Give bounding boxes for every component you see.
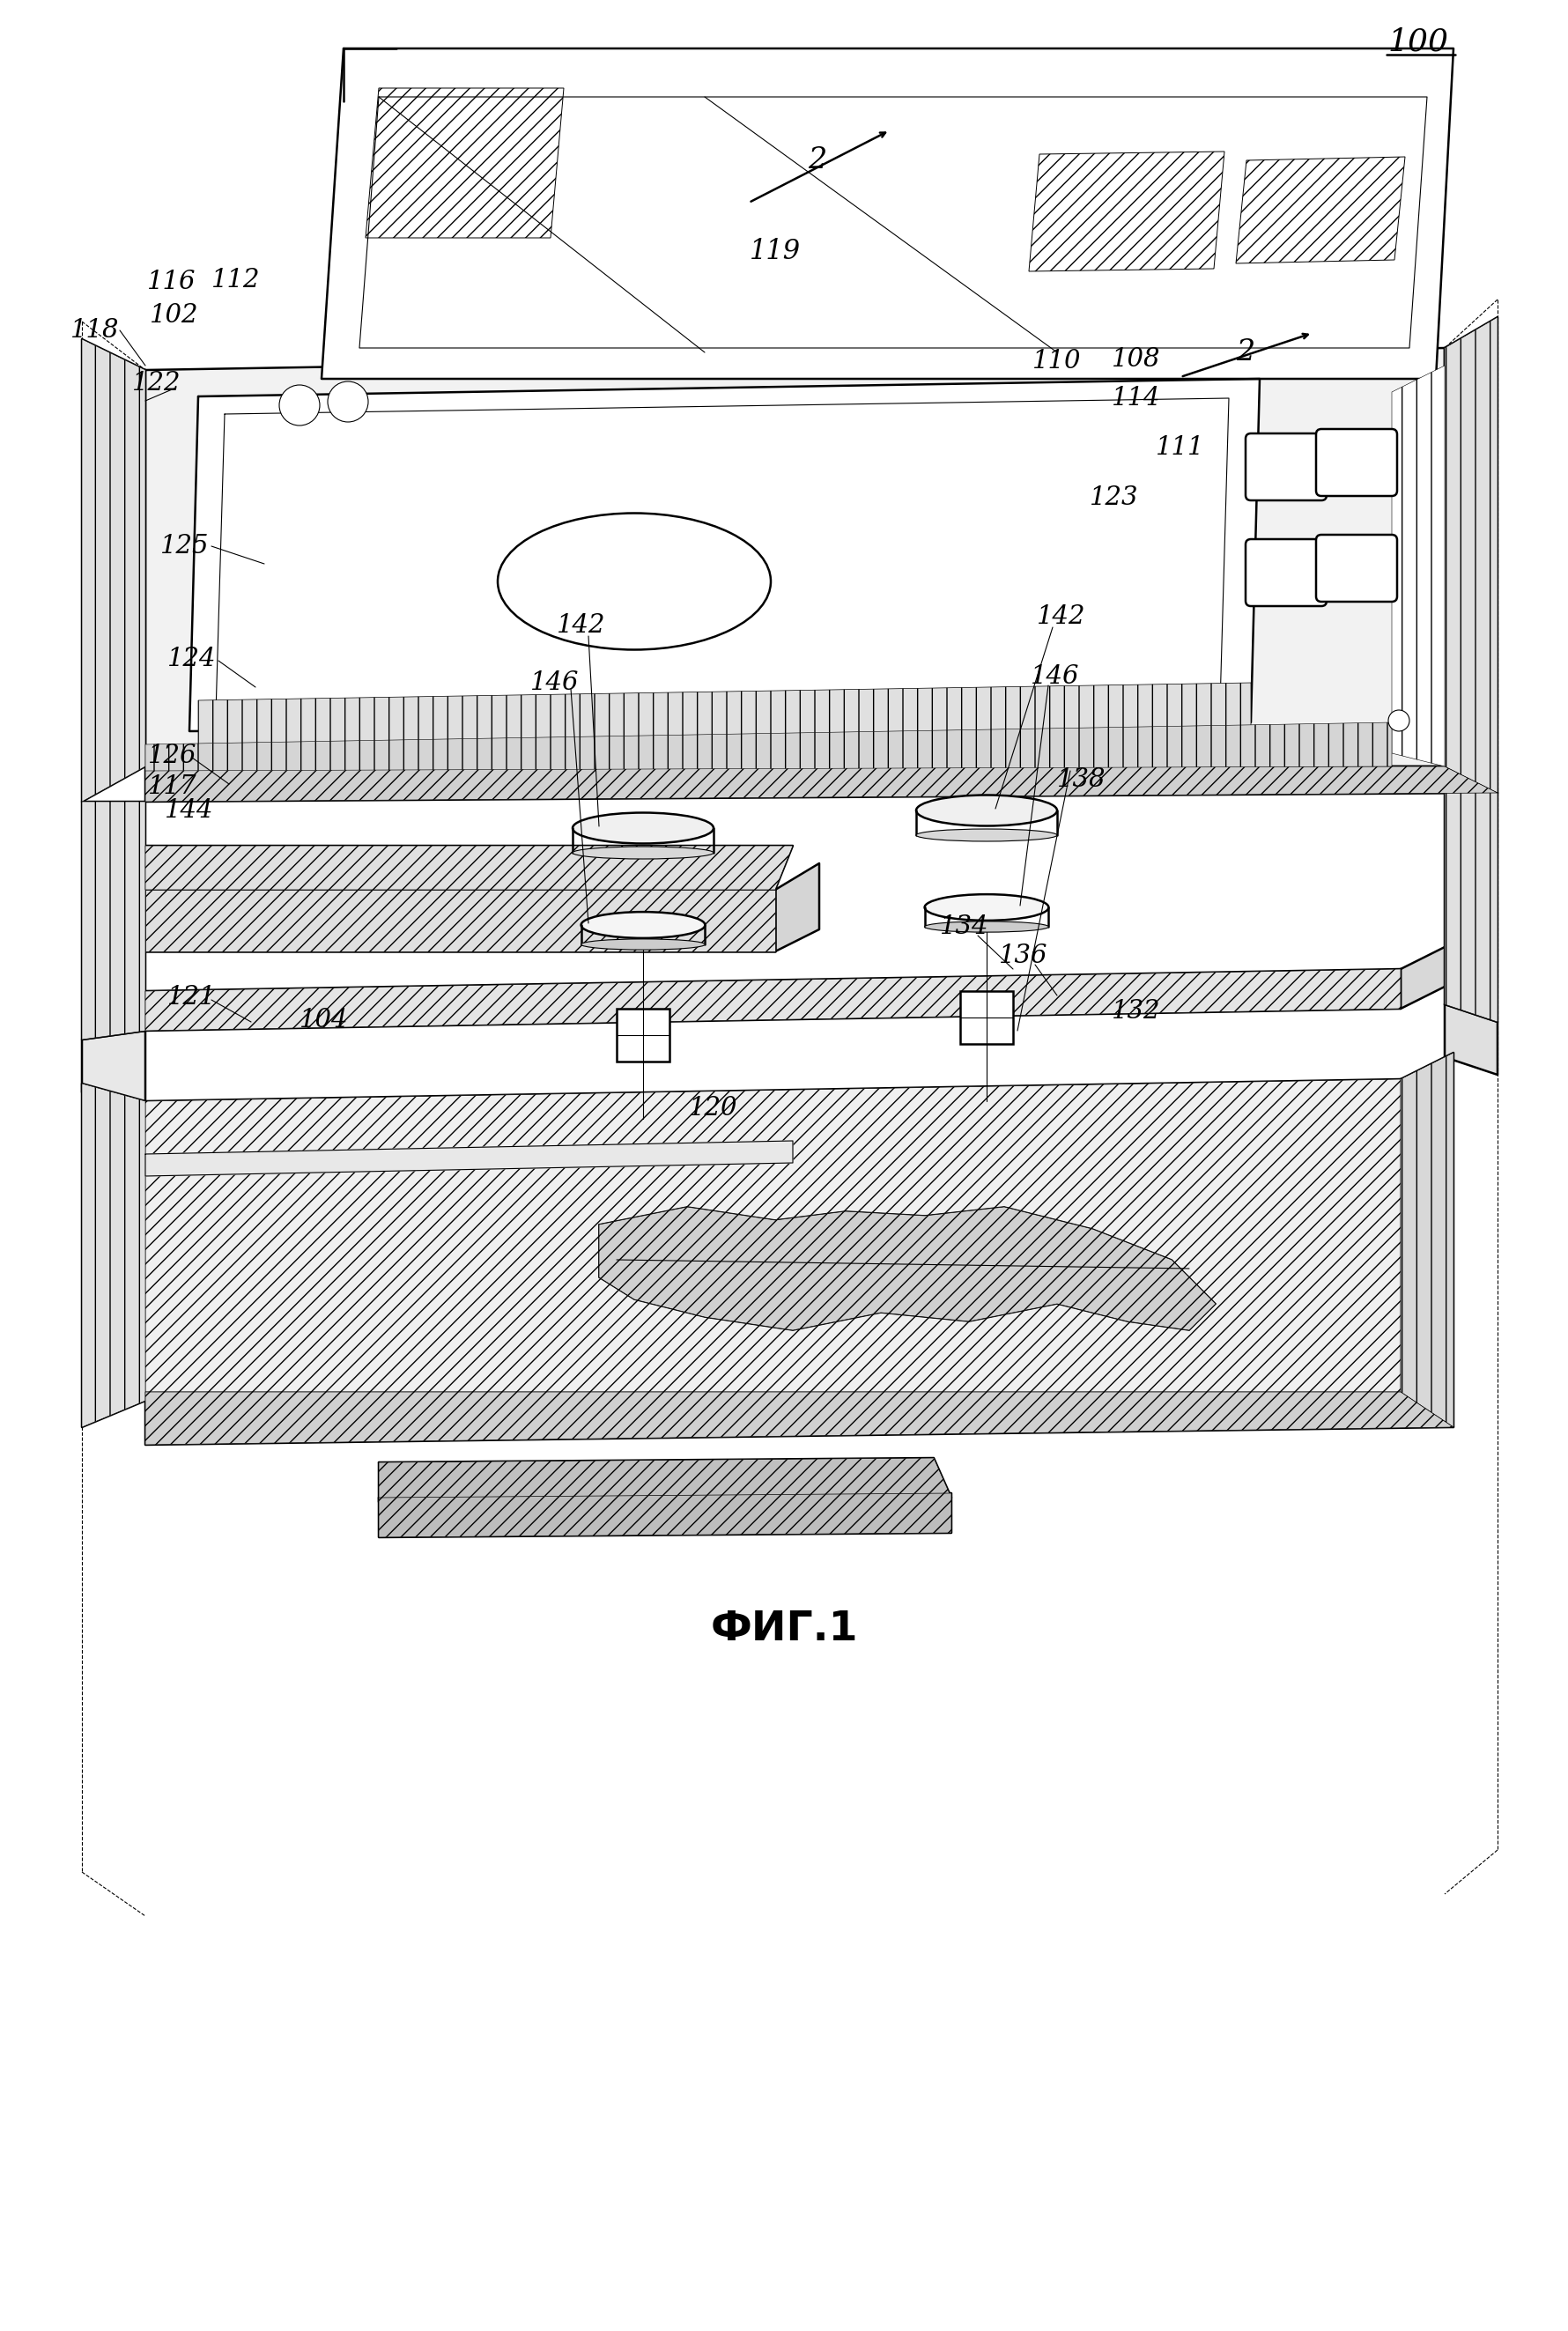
- Polygon shape: [146, 1079, 1400, 1392]
- Polygon shape: [146, 347, 1444, 767]
- Ellipse shape: [582, 911, 706, 937]
- Polygon shape: [146, 846, 793, 890]
- Ellipse shape: [925, 921, 1049, 932]
- Polygon shape: [1400, 942, 1454, 1009]
- Polygon shape: [1444, 317, 1497, 793]
- Polygon shape: [146, 723, 1392, 772]
- Bar: [960, 991, 1013, 1044]
- Text: 124: 124: [168, 646, 216, 671]
- Polygon shape: [1444, 767, 1497, 1021]
- Ellipse shape: [497, 513, 771, 650]
- Text: 111: 111: [1156, 436, 1204, 459]
- Text: 104: 104: [299, 1007, 348, 1033]
- Text: 2: 2: [808, 147, 826, 175]
- Text: 146: 146: [1030, 664, 1080, 690]
- Text: 116: 116: [147, 270, 196, 294]
- Polygon shape: [82, 1084, 146, 1427]
- Polygon shape: [1029, 152, 1225, 270]
- Polygon shape: [146, 970, 1400, 1030]
- Polygon shape: [146, 1392, 1454, 1445]
- Text: 123: 123: [1090, 485, 1138, 510]
- Polygon shape: [1400, 1054, 1454, 1427]
- Text: 136: 136: [999, 944, 1047, 967]
- Polygon shape: [146, 890, 775, 951]
- Text: ФИГ.1: ФИГ.1: [710, 1611, 858, 1650]
- FancyBboxPatch shape: [1245, 538, 1327, 606]
- Text: 142: 142: [557, 613, 605, 639]
- Text: 122: 122: [132, 371, 182, 396]
- Text: 120: 120: [688, 1096, 739, 1121]
- Text: 2: 2: [1236, 338, 1254, 366]
- Polygon shape: [146, 846, 793, 890]
- Polygon shape: [1392, 366, 1444, 767]
- Ellipse shape: [925, 895, 1049, 921]
- Polygon shape: [82, 802, 146, 1040]
- Polygon shape: [146, 970, 1400, 1030]
- Polygon shape: [82, 340, 146, 802]
- FancyBboxPatch shape: [1245, 434, 1327, 501]
- Circle shape: [279, 385, 320, 427]
- FancyBboxPatch shape: [1316, 429, 1397, 497]
- Polygon shape: [146, 767, 1497, 802]
- Polygon shape: [146, 1079, 1400, 1392]
- Text: 142: 142: [1036, 604, 1087, 629]
- Polygon shape: [1444, 1005, 1497, 1075]
- Ellipse shape: [572, 846, 713, 858]
- Polygon shape: [190, 380, 1259, 732]
- Polygon shape: [146, 1140, 793, 1177]
- Ellipse shape: [916, 830, 1057, 841]
- Text: 118: 118: [71, 317, 119, 343]
- Polygon shape: [82, 1030, 146, 1105]
- Ellipse shape: [916, 795, 1057, 825]
- Text: 121: 121: [168, 986, 216, 1009]
- Polygon shape: [379, 1457, 952, 1501]
- Text: 134: 134: [941, 914, 989, 939]
- Ellipse shape: [582, 939, 706, 949]
- Polygon shape: [82, 340, 146, 802]
- Text: 114: 114: [1112, 387, 1160, 410]
- Text: 100: 100: [1388, 28, 1449, 58]
- Polygon shape: [146, 890, 775, 951]
- Text: 125: 125: [160, 534, 210, 559]
- Polygon shape: [365, 89, 564, 238]
- Polygon shape: [379, 1494, 952, 1536]
- Polygon shape: [379, 1494, 952, 1536]
- Text: 119: 119: [750, 238, 801, 266]
- Polygon shape: [146, 767, 1497, 802]
- Polygon shape: [379, 1457, 952, 1501]
- Polygon shape: [1236, 156, 1405, 263]
- Polygon shape: [82, 802, 146, 1040]
- Polygon shape: [146, 1392, 1454, 1445]
- Polygon shape: [1444, 767, 1497, 1021]
- Text: 108: 108: [1112, 347, 1160, 371]
- Polygon shape: [775, 862, 818, 951]
- Text: 110: 110: [1033, 350, 1082, 373]
- Polygon shape: [599, 1207, 1215, 1331]
- Polygon shape: [1400, 1054, 1454, 1427]
- Circle shape: [328, 382, 368, 422]
- Text: 138: 138: [1057, 767, 1105, 793]
- Text: 126: 126: [149, 744, 198, 769]
- Text: 112: 112: [212, 268, 260, 291]
- Text: 102: 102: [151, 303, 199, 329]
- Text: 146: 146: [530, 671, 580, 695]
- Polygon shape: [321, 49, 1454, 380]
- Text: 144: 144: [165, 797, 213, 823]
- Text: 117: 117: [149, 774, 198, 800]
- Text: 132: 132: [1112, 1000, 1160, 1023]
- FancyBboxPatch shape: [1316, 534, 1397, 601]
- Bar: [616, 1009, 670, 1061]
- Circle shape: [1388, 711, 1410, 732]
- Polygon shape: [198, 683, 1251, 744]
- Polygon shape: [599, 1207, 1215, 1331]
- Ellipse shape: [572, 814, 713, 844]
- Polygon shape: [1444, 317, 1497, 793]
- Polygon shape: [82, 1084, 146, 1427]
